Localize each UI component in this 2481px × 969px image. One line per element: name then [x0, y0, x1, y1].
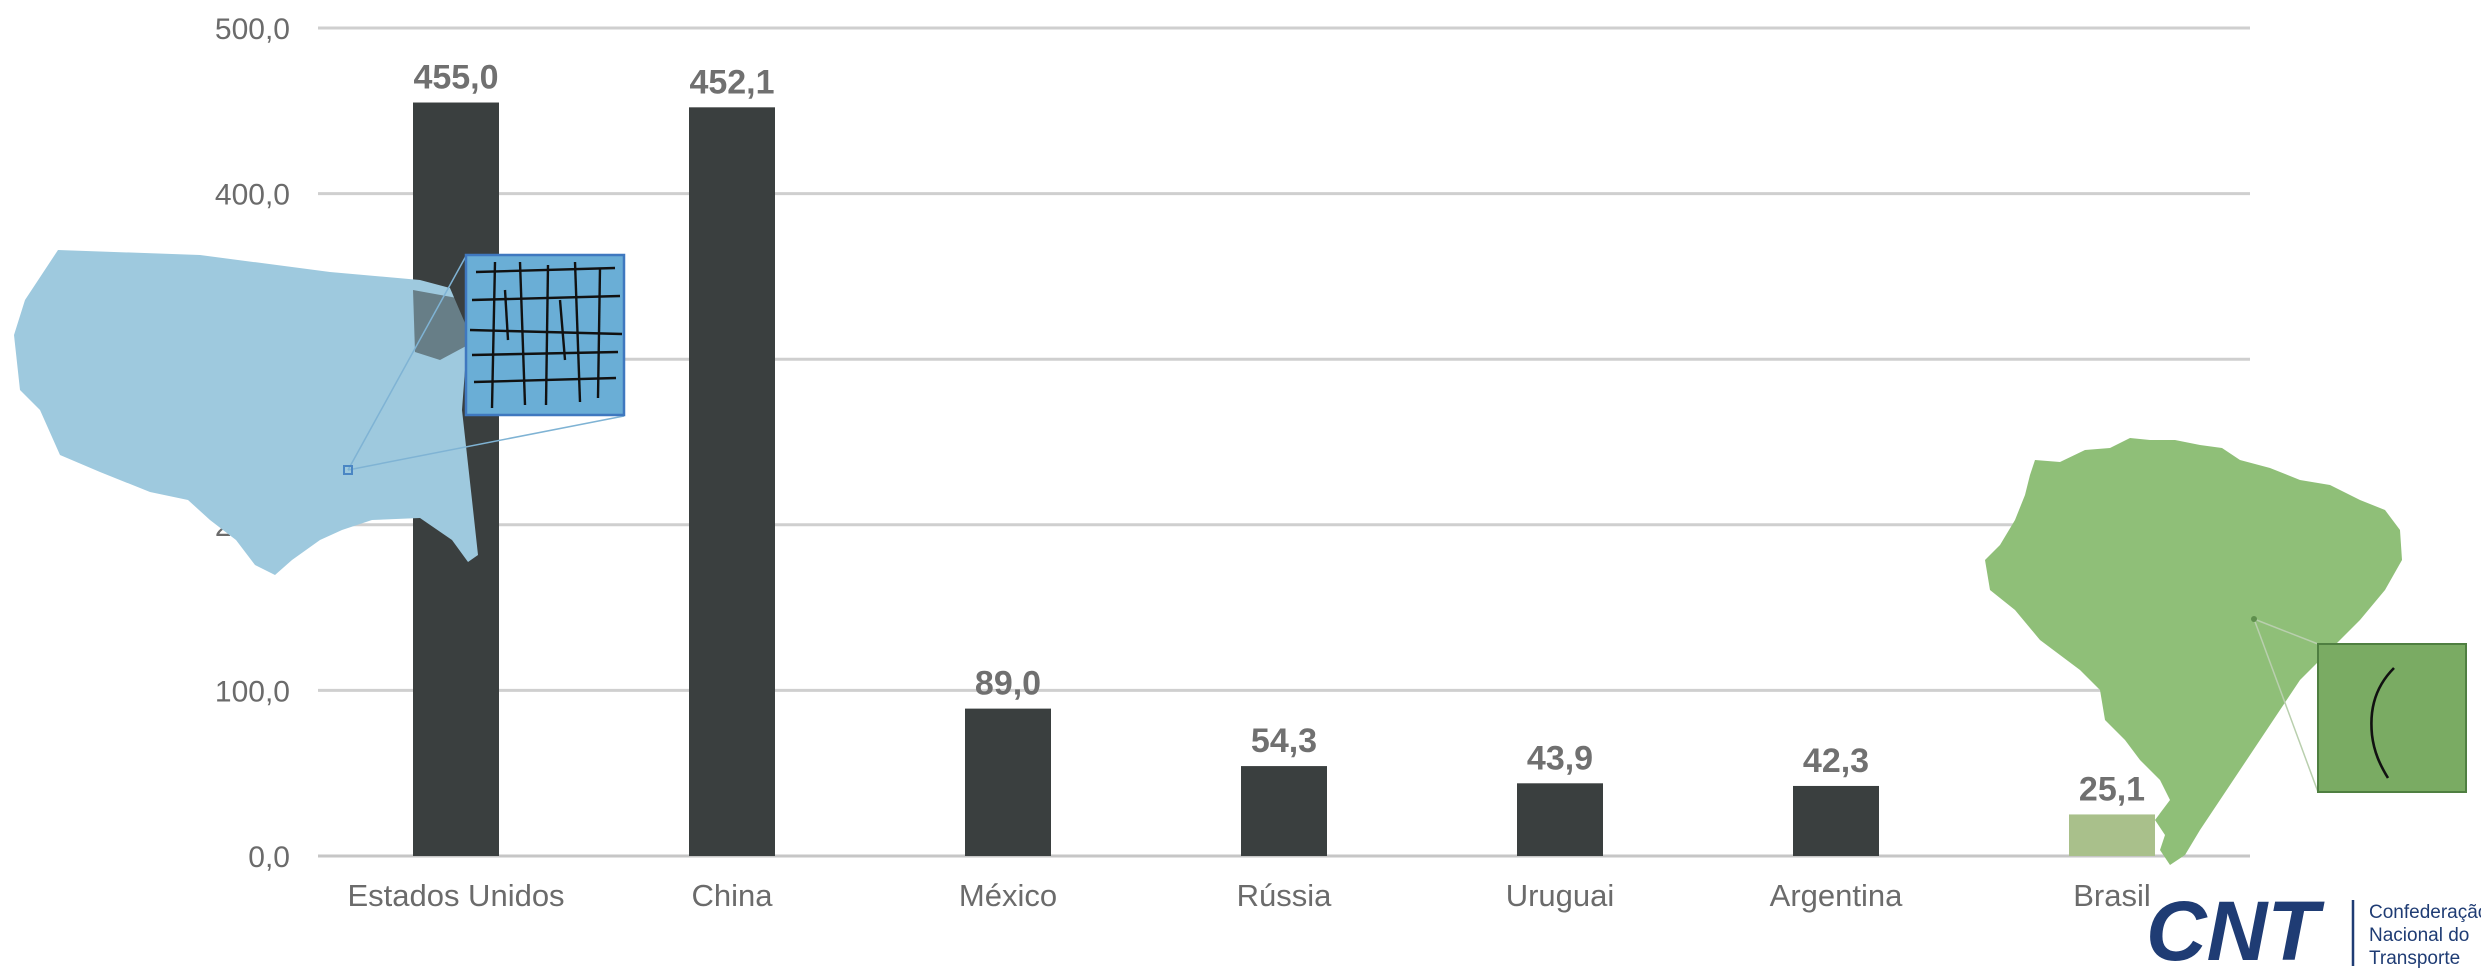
bar [2069, 814, 2155, 856]
data-label: 89,0 [975, 665, 1041, 703]
y-tick-label: 400,0 [215, 179, 290, 212]
cnt-logo: CNT Confederação Nacional do Transporte [2146, 884, 2481, 969]
data-labels: 455,0 452,1 89,0 54,3 43,9 42,3 25,1 [413, 59, 2145, 809]
logo-line-3: Transporte [2369, 948, 2460, 969]
category-label: China [692, 878, 774, 913]
bar [965, 708, 1051, 856]
category-label: Estados Unidos [347, 878, 564, 913]
gridlines [318, 26, 2250, 858]
category-labels: Estados Unidos China México Rússia Uruguai Ar… [347, 878, 2150, 913]
data-label: 25,1 [2079, 770, 2145, 808]
usa-map-icon [14, 250, 626, 575]
category-label: Brasil [2073, 878, 2151, 913]
bar [689, 107, 775, 857]
y-tick-label: 0,0 [248, 841, 290, 874]
category-label: Argentina [1770, 878, 1903, 913]
category-label: México [959, 878, 1057, 913]
y-tick-label: 100,0 [215, 675, 290, 708]
data-label: 42,3 [1803, 742, 1869, 780]
bar [1517, 783, 1603, 856]
bar [1793, 785, 1879, 856]
data-label: 54,3 [1251, 722, 1317, 760]
logo-line-1: Confederação [2369, 902, 2481, 923]
data-label: 455,0 [413, 59, 498, 97]
logo-mark: CNT [2146, 884, 2325, 969]
logo-line-2: Nacional do [2369, 925, 2469, 946]
category-label: Rússia [1237, 878, 1333, 913]
data-label: 43,9 [1527, 739, 1593, 777]
y-tick-label: 500,0 [215, 13, 290, 46]
brazil-map-icon [1985, 438, 2467, 865]
bar [1241, 766, 1327, 856]
data-label: 452,1 [689, 63, 774, 101]
category-label: Uruguai [1506, 878, 1615, 913]
